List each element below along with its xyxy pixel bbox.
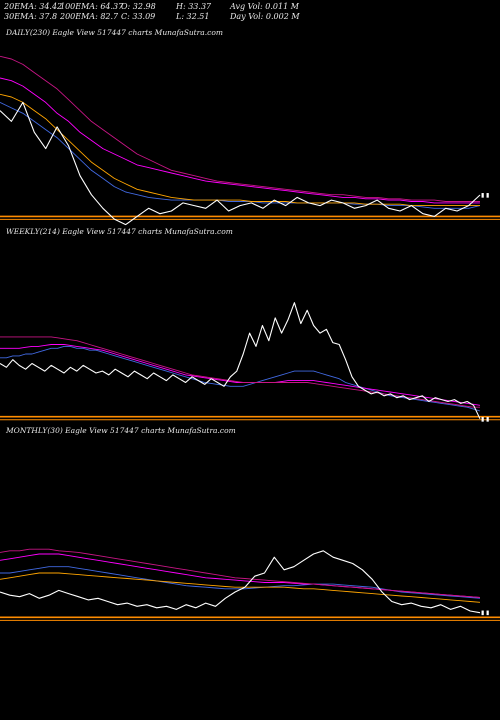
weekly-ema-line-3: [0, 336, 480, 408]
daily-ema-line-4: [0, 93, 480, 207]
monthly-chart-title: MONTHLY(30) Eagle View 517447 charts Mun…: [6, 426, 236, 435]
monthly-ema-line-3: [0, 548, 481, 598]
monthly-ema-line-4: [0, 572, 481, 603]
monthly-end-marker-1: ▮: [486, 610, 489, 617]
high-label: H: 33.37: [176, 2, 212, 11]
day-vol-label: Day Vol: 0.002 M: [230, 12, 300, 21]
daily-chart: ▮ ▮: [0, 55, 500, 226]
daily-end-marker-0: ▮: [481, 192, 484, 199]
ema200-label: 200EMA: 82.7: [60, 12, 119, 21]
weekly-ema-line-2: [0, 344, 481, 406]
monthly-price-line-0: [0, 550, 481, 614]
weekly-chart-title: WEEKLY(214) Eagle View 517447 charts Mun…: [6, 227, 233, 236]
avg-vol-label: Avg Vol: 0.011 M: [230, 2, 299, 11]
daily-end-marker-1: ▮: [486, 192, 489, 199]
monthly-ema-line-1: [0, 566, 481, 599]
ema100-label: 100EMA: 64.37: [60, 2, 124, 11]
weekly-chart: ▮ ▮: [0, 302, 500, 423]
daily-price-line-0: [0, 101, 481, 226]
ema30-label: 30EMA: 37.8: [4, 12, 58, 21]
monthly-end-marker-0: ▮: [481, 610, 484, 617]
weekly-end-marker-0: ▮: [481, 416, 484, 423]
daily-ema-line-3: [0, 55, 480, 202]
low-label: L: 32.51: [176, 12, 210, 21]
monthly-chart: ▮ ▮: [0, 548, 500, 621]
stats-header: 20EMA: 34.42 100EMA: 64.37 O: 32.98 H: 3…: [4, 2, 496, 22]
monthly-ema-line-2: [0, 553, 481, 598]
ema20-label: 20EMA: 34.42: [4, 2, 63, 11]
close-label: C: 33.09: [121, 12, 156, 21]
weekly-price-line-0: [0, 302, 481, 420]
weekly-end-marker-1: ▮: [486, 416, 489, 423]
open-label: O: 32.98: [121, 2, 156, 11]
weekly-ema-line-1: [0, 345, 481, 412]
daily-ema-line-1: [0, 101, 481, 209]
daily-ema-line-2: [0, 77, 480, 204]
daily-chart-title: DAILY(230) Eagle View 517447 charts Muna…: [6, 28, 223, 37]
